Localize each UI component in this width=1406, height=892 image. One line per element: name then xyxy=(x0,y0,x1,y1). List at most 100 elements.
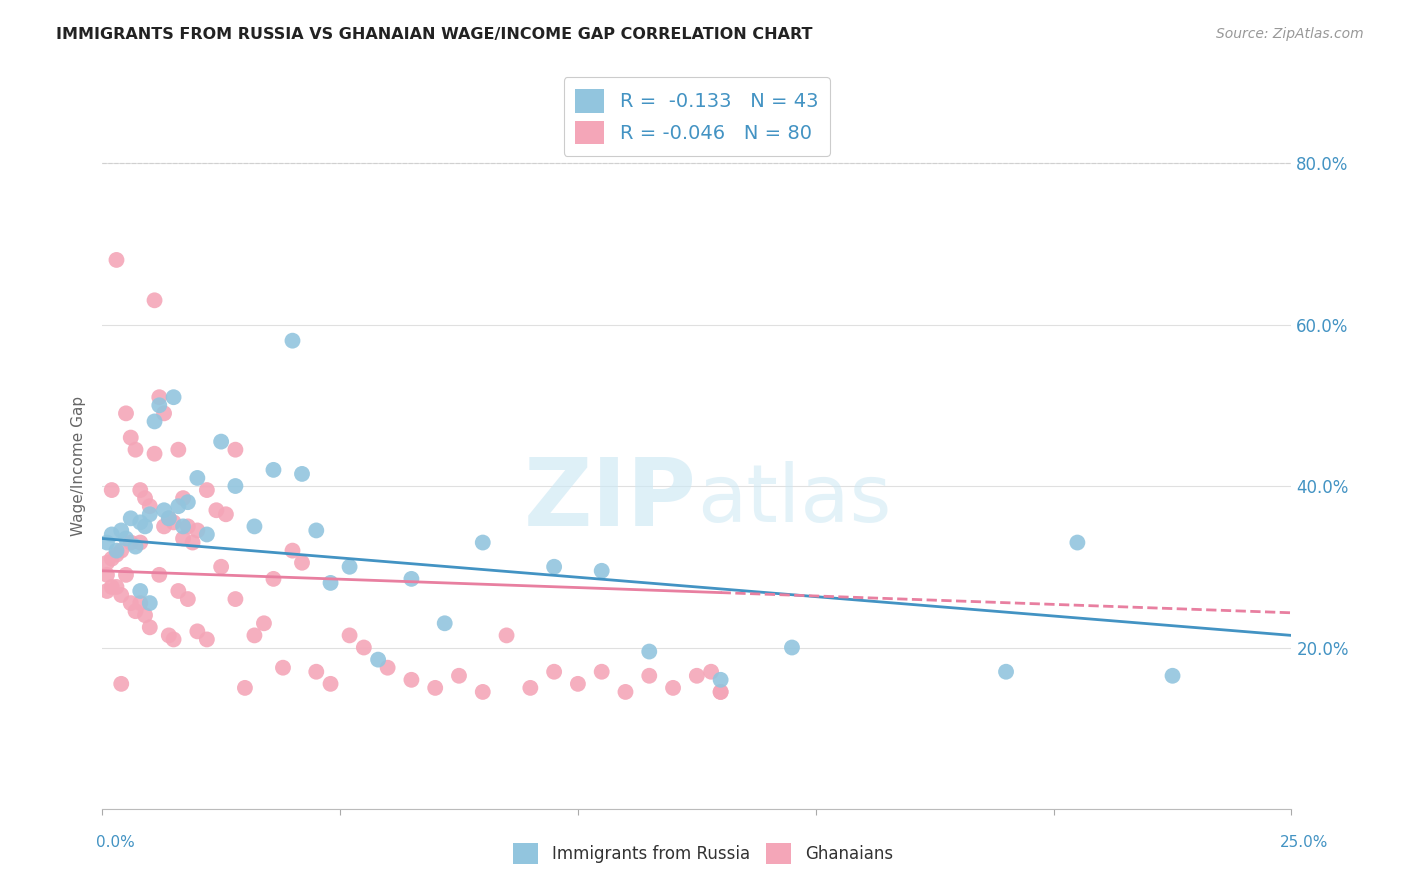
Point xyxy=(291,467,314,481)
Point xyxy=(124,604,146,618)
Point xyxy=(120,511,142,525)
Point xyxy=(700,665,723,679)
Point xyxy=(447,669,470,683)
Point xyxy=(148,398,170,412)
Point xyxy=(224,442,246,457)
Point xyxy=(271,661,294,675)
Point xyxy=(319,575,342,590)
Text: atlas: atlas xyxy=(697,461,891,539)
Point xyxy=(96,584,118,599)
Point xyxy=(377,661,399,675)
Point xyxy=(153,406,176,420)
Point xyxy=(157,511,180,525)
Point xyxy=(172,519,194,533)
Point xyxy=(425,681,447,695)
Point xyxy=(262,463,284,477)
Point xyxy=(471,685,494,699)
Point xyxy=(100,527,122,541)
Point xyxy=(134,519,156,533)
Point xyxy=(110,543,132,558)
Point xyxy=(105,543,128,558)
Point xyxy=(1066,535,1088,549)
Point xyxy=(110,677,132,691)
Point xyxy=(291,556,314,570)
Point xyxy=(162,390,184,404)
Point xyxy=(134,491,156,505)
Point xyxy=(105,580,128,594)
Point xyxy=(124,540,146,554)
Point xyxy=(638,669,661,683)
Point xyxy=(172,491,194,505)
Text: 25.0%: 25.0% xyxy=(1281,836,1329,850)
Point xyxy=(148,567,170,582)
Point xyxy=(96,535,118,549)
Point xyxy=(129,516,152,530)
Point xyxy=(253,616,276,631)
Text: ZIP: ZIP xyxy=(524,454,697,546)
Point xyxy=(367,652,389,666)
Point xyxy=(143,447,166,461)
Point xyxy=(339,559,361,574)
Point xyxy=(120,431,142,445)
Point xyxy=(710,685,733,699)
Point xyxy=(567,677,589,691)
Point xyxy=(401,673,423,687)
Point xyxy=(139,620,162,634)
Point xyxy=(162,516,184,530)
Point xyxy=(139,508,162,522)
Point xyxy=(134,608,156,623)
Point xyxy=(129,535,152,549)
Point xyxy=(143,414,166,428)
Point xyxy=(167,442,190,457)
Point xyxy=(339,628,361,642)
Point xyxy=(686,669,709,683)
Point xyxy=(495,628,517,642)
Point xyxy=(139,596,162,610)
Point xyxy=(124,442,146,457)
Point xyxy=(167,584,190,599)
Point xyxy=(281,543,304,558)
Point xyxy=(186,624,208,639)
Legend: Immigrants from Russia, Ghanaians: Immigrants from Russia, Ghanaians xyxy=(506,837,900,871)
Point xyxy=(153,503,176,517)
Point xyxy=(110,524,132,538)
Point xyxy=(110,588,132,602)
Point xyxy=(143,293,166,308)
Point xyxy=(614,685,637,699)
Point xyxy=(100,580,122,594)
Point xyxy=(100,483,122,497)
Point xyxy=(195,483,218,497)
Point xyxy=(1161,669,1184,683)
Point xyxy=(148,390,170,404)
Point xyxy=(519,681,541,695)
Point xyxy=(129,483,152,497)
Point xyxy=(305,665,328,679)
Point xyxy=(995,665,1018,679)
Point xyxy=(224,479,246,493)
Point xyxy=(139,499,162,513)
Point xyxy=(305,524,328,538)
Point xyxy=(96,556,118,570)
Point xyxy=(262,572,284,586)
Point xyxy=(243,628,266,642)
Point xyxy=(115,532,138,546)
Text: Source: ZipAtlas.com: Source: ZipAtlas.com xyxy=(1216,27,1364,41)
Point xyxy=(662,681,685,695)
Point xyxy=(177,495,200,509)
Point xyxy=(591,564,613,578)
Point xyxy=(181,535,204,549)
Point xyxy=(186,524,208,538)
Point xyxy=(215,508,238,522)
Point xyxy=(710,685,733,699)
Point xyxy=(177,592,200,607)
Point xyxy=(129,596,152,610)
Point xyxy=(195,632,218,647)
Point xyxy=(115,567,138,582)
Point xyxy=(233,681,256,695)
Point xyxy=(96,567,118,582)
Point xyxy=(224,592,246,607)
Point xyxy=(157,511,180,525)
Point xyxy=(129,584,152,599)
Point xyxy=(591,665,613,679)
Point xyxy=(433,616,456,631)
